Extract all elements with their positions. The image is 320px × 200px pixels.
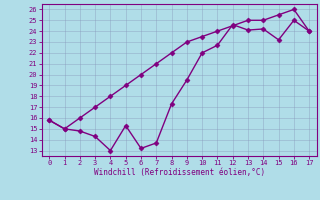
X-axis label: Windchill (Refroidissement éolien,°C): Windchill (Refroidissement éolien,°C)	[94, 168, 265, 177]
